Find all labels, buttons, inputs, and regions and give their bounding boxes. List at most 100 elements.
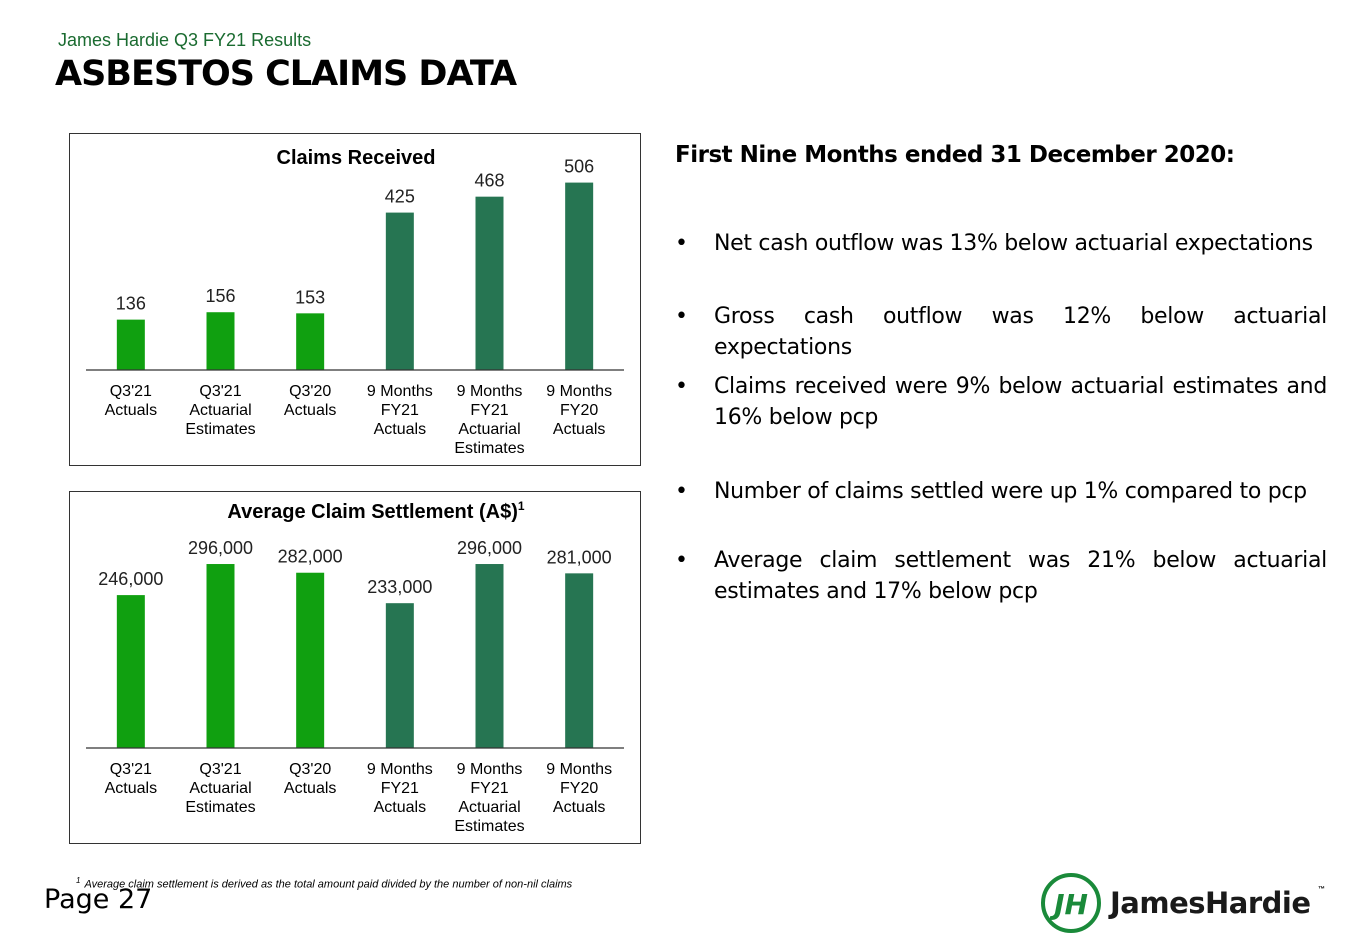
category-label-line: Actuarial: [458, 799, 520, 816]
chart-title-text: Average Claim Settlement (A$): [227, 501, 517, 523]
category-label-line: FY21: [470, 402, 508, 419]
category-label-line: Actuals: [284, 402, 336, 419]
category-label-line: Estimates: [185, 421, 255, 438]
category-label-line: FY20: [560, 780, 598, 797]
category-label-line: Actuarial: [458, 421, 520, 438]
category-label: Q3'21 Actuarial Estimates: [185, 761, 255, 816]
bullet-dot: •: [675, 374, 688, 399]
category-label: 9 Months FY21 Actuals: [367, 761, 433, 816]
chart-svg: Claims Received 136 Q3'21 Actuals 156 Q3'21 Ac…: [86, 147, 624, 457]
category-label: Q3'21 Actuals: [105, 761, 157, 797]
chart-title-superscript: 1: [518, 499, 525, 513]
category-label-line: FY21: [381, 402, 419, 419]
james-hardie-logo: JH JamesHardie ™: [1040, 872, 1330, 934]
category-label-line: Q3'20: [289, 383, 331, 400]
category-label-line: 9 Months: [546, 761, 612, 778]
category-label: 9 Months FY21 Actuarial Estimates: [454, 761, 524, 835]
category-label-line: Actuals: [374, 421, 426, 438]
category-label: Q3'20 Actuals: [284, 761, 336, 797]
data-label: 246,000: [98, 569, 163, 589]
data-label: 468: [474, 171, 504, 191]
chart-bar: [296, 313, 325, 370]
chart-svg: Average Claim Settlement (A$)1 246,000 Q3'…: [86, 499, 624, 835]
logo-trademark: ™: [1318, 886, 1325, 893]
category-label-line: Q3'21: [110, 761, 152, 778]
chart-bar: [296, 572, 325, 748]
chart-bar: [385, 212, 414, 370]
chart-bar: [565, 182, 594, 370]
footnote-marker: 1: [76, 876, 81, 885]
chart-bar: [206, 312, 235, 370]
bullet-text: Gross cash outflow was 12% below actuari…: [714, 304, 1327, 360]
category-label-line: FY21: [381, 780, 419, 797]
logo-mark-text: JH: [1049, 888, 1088, 921]
category-label-line: Q3'21: [110, 383, 152, 400]
page-number: Page 27: [44, 884, 153, 915]
category-label-line: Actuals: [284, 780, 336, 797]
data-label: 506: [564, 157, 594, 177]
chart-bar: [206, 564, 235, 748]
category-label-line: Actuals: [374, 799, 426, 816]
chart-bar: [116, 595, 145, 748]
data-label: 282,000: [278, 547, 343, 567]
category-label: 9 Months FY21 Actuarial Estimates: [454, 383, 524, 457]
chart-bar: [565, 573, 594, 748]
data-label: 153: [295, 287, 325, 307]
category-label: 9 Months FY20 Actuals: [546, 383, 612, 438]
category-label-line: Q3'21: [199, 383, 241, 400]
category-label-line: 9 Months: [457, 383, 523, 400]
category-label: Q3'21 Actuarial Estimates: [185, 383, 255, 438]
deck-subtitle: James Hardie Q3 FY21 Results: [58, 30, 312, 50]
bullet-dot: •: [675, 548, 688, 573]
jh-logo-icon: JH: [1041, 873, 1101, 933]
bullet-dot: •: [675, 479, 688, 504]
category-label-line: 9 Months: [546, 383, 612, 400]
category-label: Q3'21 Actuals: [105, 383, 157, 419]
data-label: 296,000: [188, 538, 253, 558]
chart-bar: [385, 603, 414, 748]
commentary-heading: First Nine Months ended 31 December 2020…: [675, 142, 1235, 168]
data-label: 425: [385, 187, 415, 207]
category-label-line: Q3'21: [199, 761, 241, 778]
data-label: 156: [205, 286, 235, 306]
footnote: 1 Average claim settlement is derived as …: [76, 876, 572, 891]
bullet-text: Net cash outflow was 13% below actuarial…: [714, 231, 1313, 256]
category-label: 9 Months FY21 Actuals: [367, 383, 433, 438]
chart-bar: [116, 319, 145, 370]
category-label-line: Actuals: [105, 780, 157, 797]
category-label-line: Actuals: [553, 421, 605, 438]
logo-wordmark: JamesHardie: [1110, 886, 1311, 920]
category-label-line: FY20: [560, 402, 598, 419]
category-label-line: Estimates: [185, 799, 255, 816]
data-label: 136: [116, 294, 146, 314]
category-label: Q3'20 Actuals: [284, 383, 336, 419]
category-label-line: Estimates: [454, 818, 524, 835]
chart-bar: [475, 564, 504, 748]
data-label: 233,000: [367, 577, 432, 597]
chart-title: Claims Received: [277, 147, 436, 169]
category-label-line: Actuals: [105, 402, 157, 419]
category-label-line: Estimates: [454, 440, 524, 457]
category-label: 9 Months FY20 Actuals: [546, 761, 612, 816]
bullet-dot: •: [675, 231, 688, 256]
chart-title: Average Claim Settlement (A$)1: [227, 499, 524, 523]
category-label-line: Q3'20: [289, 761, 331, 778]
average-claim-settlement-chart: Average Claim Settlement (A$)1 246,000 Q3'…: [69, 491, 641, 844]
data-label: 296,000: [457, 538, 522, 558]
bullet-text: Average claim settlement was 21% below a…: [714, 548, 1327, 604]
category-label-line: Actuarial: [189, 780, 251, 797]
claims-received-chart: Claims Received 136 Q3'21 Actuals 156 Q3'21 Ac…: [69, 133, 641, 466]
category-label-line: 9 Months: [367, 761, 433, 778]
chart-bar: [475, 196, 504, 370]
category-label-line: Actuals: [553, 799, 605, 816]
bullet-text: Claims received were 9% below actuarial …: [714, 374, 1327, 430]
chart-title-text: Claims Received: [277, 147, 436, 169]
page-title: ASBESTOS CLAIMS DATA: [55, 54, 517, 94]
data-label: 281,000: [547, 547, 612, 567]
footnote-text: Average claim settlement is derived as t…: [84, 878, 573, 891]
category-label-line: FY21: [470, 780, 508, 797]
category-label-line: 9 Months: [367, 383, 433, 400]
bullet-dot: •: [675, 304, 688, 329]
bullet-text: Number of claims settled were up 1% comp…: [714, 479, 1307, 504]
category-label-line: Actuarial: [189, 402, 251, 419]
